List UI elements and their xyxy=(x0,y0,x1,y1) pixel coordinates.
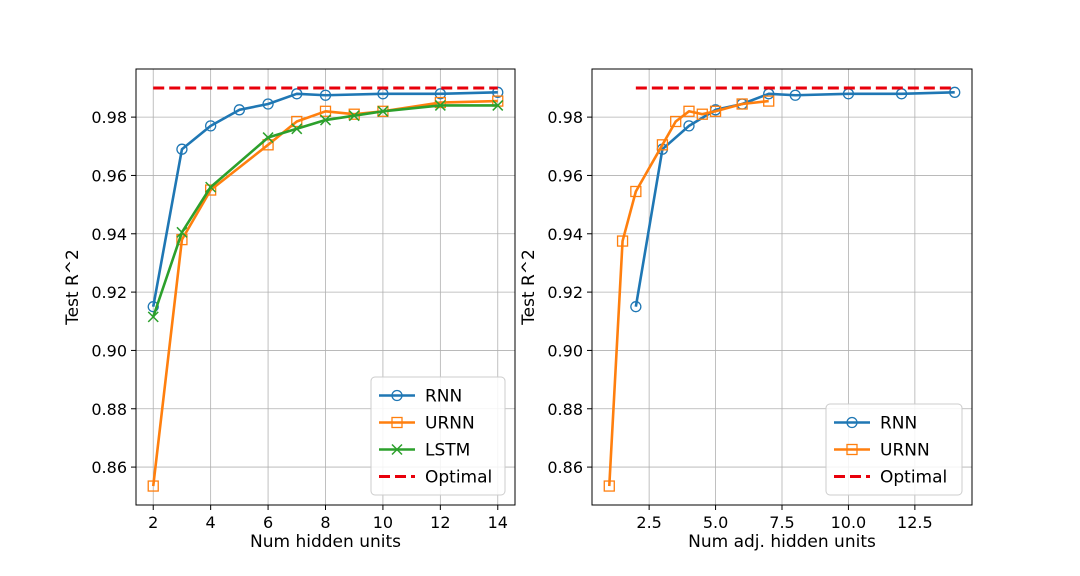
left-legend-label-rnn: RNN xyxy=(425,387,462,407)
left-data-point-urnn xyxy=(434,96,446,109)
left-data-point-lstm xyxy=(291,123,303,135)
left-data-point-rnn xyxy=(147,301,159,313)
right-chart-panel: 2.5 5.0 7.5 10.0 12.5 0.86 0.88 0.90 0.92 0.94 0.9… xyxy=(519,68,973,552)
right-data-point-urnn xyxy=(603,480,615,492)
left-legend-label-urnn: URNN xyxy=(425,414,475,434)
right-y-tick-label: 0.88 xyxy=(547,400,583,419)
right-x-tick-label: 5.0 xyxy=(703,513,728,532)
right-data-point-rnn xyxy=(949,86,961,98)
right-data-point-urnn xyxy=(763,95,775,107)
left-data-point-urnn xyxy=(291,115,303,128)
right-data-point-urnn xyxy=(630,185,642,198)
left-series-line-lstm xyxy=(151,104,498,318)
left-x-tick-label: 8 xyxy=(320,513,330,532)
left-data-point-rnn xyxy=(233,104,246,116)
right-y-tick-label: 0.86 xyxy=(547,458,583,477)
right-data-point-urnn xyxy=(656,139,669,151)
left-data-point-rnn xyxy=(262,98,274,110)
left-data-point-lstm xyxy=(262,132,274,144)
left-x-tick-label: 2 xyxy=(148,513,158,532)
right-data-point-rnn xyxy=(683,120,695,132)
left-data-point-rnn xyxy=(319,89,332,101)
left-chart-grid xyxy=(136,69,515,505)
left-data-point-lstm xyxy=(176,226,188,238)
left-series-line-urnn xyxy=(151,99,498,487)
left-data-point-lstm xyxy=(492,99,504,111)
left-x-tick-label: 12 xyxy=(430,513,450,532)
left-data-point-rnn xyxy=(434,88,446,100)
left-legend-label-optimal: Optimal xyxy=(425,468,492,488)
right-chart-legend: RNN URNN Optimal xyxy=(825,403,963,496)
right-y-tick-label: 0.92 xyxy=(547,283,583,302)
right-data-point-urnn xyxy=(709,105,722,117)
right-x-tick-label: 12.5 xyxy=(897,513,933,532)
right-legend-box xyxy=(825,403,963,496)
left-series-line-rnn xyxy=(151,91,498,307)
left-x-tick-label: 14 xyxy=(488,513,508,532)
right-data-point-urnn xyxy=(696,108,708,120)
right-data-point-rnn xyxy=(630,301,642,313)
right-x-tick-label: 7.5 xyxy=(769,513,794,532)
right-y-tick-label: 0.90 xyxy=(547,341,583,360)
left-data-point-urnn xyxy=(147,480,159,492)
right-legend-marker-rnn xyxy=(846,416,858,429)
right-series-line-rnn xyxy=(634,91,955,307)
left-x-tick-label: 6 xyxy=(263,513,273,532)
left-chart-ticks: 2 4 6 8 10 12 14 0.86 0.88 0.90 0.92 0.94 0.96 0.98 xyxy=(91,108,508,532)
left-data-point-lstm xyxy=(205,181,217,193)
left-chart-x-axis-label: Num hidden units xyxy=(250,532,401,552)
left-data-point-rnn xyxy=(205,120,217,132)
left-data-point-urnn xyxy=(319,105,332,117)
left-chart-y-axis-label: Test R^2 xyxy=(63,249,83,326)
left-y-tick-label: 0.96 xyxy=(91,166,127,185)
right-chart-y-axis-label: Test R^2 xyxy=(519,249,539,326)
left-data-point-rnn xyxy=(291,88,303,100)
right-series-line-urnn xyxy=(607,99,769,487)
left-chart-series xyxy=(147,86,504,492)
left-y-tick-label: 0.98 xyxy=(91,108,127,127)
left-data-point-urnn xyxy=(205,184,217,196)
right-y-tick-label: 0.98 xyxy=(547,108,583,127)
left-data-point-urnn xyxy=(262,139,274,151)
right-legend-label-optimal: Optimal xyxy=(880,468,947,488)
right-chart-ticks: 2.5 5.0 7.5 10.0 12.5 0.86 0.88 0.90 0.92 0.94 0.9… xyxy=(547,108,932,532)
left-y-tick-label: 0.92 xyxy=(91,283,127,302)
right-y-tick-label: 0.94 xyxy=(547,225,583,244)
right-data-point-urnn xyxy=(670,115,682,128)
left-y-tick-label: 0.94 xyxy=(91,225,127,244)
left-legend-marker-rnn xyxy=(391,389,403,402)
left-data-point-rnn xyxy=(176,143,188,155)
left-x-tick-label: 10 xyxy=(373,513,393,532)
left-x-tick-label: 4 xyxy=(206,513,216,532)
right-x-tick-label: 2.5 xyxy=(636,513,661,532)
right-legend-marker-urnn xyxy=(846,443,858,456)
left-data-point-lstm xyxy=(147,311,159,323)
right-x-tick-label: 10.0 xyxy=(831,513,867,532)
right-data-point-urnn xyxy=(736,98,748,110)
left-chart-panel: 2 4 6 8 10 12 14 0.86 0.88 0.90 0.92 0.94 0.96 0.98 N… xyxy=(63,68,516,552)
right-y-tick-label: 0.96 xyxy=(547,166,583,185)
right-legend-label-urnn: URNN xyxy=(880,441,930,461)
left-data-point-lstm xyxy=(377,105,389,117)
right-data-point-urnn xyxy=(616,235,629,247)
left-legend-marker-lstm xyxy=(391,443,403,456)
right-data-point-urnn xyxy=(683,105,695,117)
left-legend-label-lstm: LSTM xyxy=(425,441,470,461)
right-data-point-rnn xyxy=(789,89,801,101)
left-data-point-lstm xyxy=(319,114,332,126)
right-chart-series xyxy=(603,86,961,492)
left-data-point-lstm xyxy=(434,99,446,111)
right-chart-x-axis-label: Num adj. hidden units xyxy=(688,532,876,552)
left-legend-marker-urnn xyxy=(391,416,403,429)
left-data-point-lstm xyxy=(348,110,360,122)
left-y-tick-label: 0.90 xyxy=(91,341,127,360)
left-y-tick-label: 0.88 xyxy=(91,400,127,419)
left-chart-legend: RNN URNN LSTM Optimal xyxy=(370,376,506,496)
left-y-tick-label: 0.86 xyxy=(91,458,127,477)
left-legend-box xyxy=(370,376,506,496)
right-legend-label-rnn: RNN xyxy=(880,414,917,434)
